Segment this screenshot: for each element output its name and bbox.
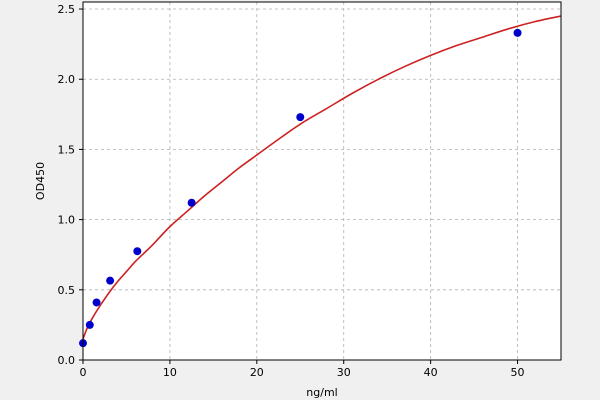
data-point (106, 276, 115, 285)
y-tick-label: 1.5 (58, 143, 76, 156)
axis-ticks: 0 10 20 30 40 50 0.0 0.5 1.0 1.5 2.0 2.5 (58, 3, 525, 379)
data-points (79, 28, 522, 348)
data-point (513, 28, 522, 37)
plot-area (83, 2, 561, 360)
y-axis-label: OD450 (34, 162, 47, 200)
grid-lines (83, 2, 561, 360)
x-tick-label: 20 (250, 366, 264, 379)
data-point (296, 113, 305, 122)
x-tick-label: 40 (424, 366, 438, 379)
y-tick-label: 2.5 (58, 3, 76, 16)
data-point (187, 198, 196, 207)
y-tick-label: 0.0 (58, 354, 76, 367)
data-point (133, 247, 142, 256)
x-tick-label: 10 (163, 366, 177, 379)
data-point (92, 298, 101, 307)
x-tick-label: 0 (80, 366, 87, 379)
y-tick-label: 0.5 (58, 284, 76, 297)
x-tick-label: 50 (511, 366, 525, 379)
data-point (85, 320, 94, 329)
x-tick-label: 30 (337, 366, 351, 379)
x-axis-label: ng/ml (306, 386, 337, 399)
fit-curve (82, 15, 562, 340)
plot-frame (82, 1, 562, 361)
fit-curve-group (82, 15, 562, 340)
y-tick-label: 1.0 (58, 214, 76, 227)
y-tick-label: 2.0 (58, 73, 76, 86)
